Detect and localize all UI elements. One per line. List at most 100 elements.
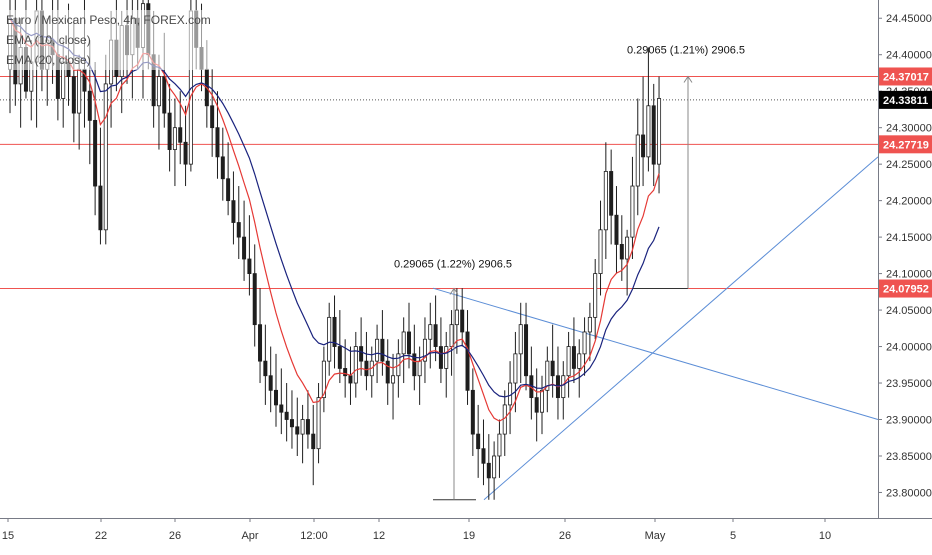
price-levels-layer (0, 76, 878, 288)
candle-body (487, 463, 490, 478)
candle-body (242, 237, 245, 259)
time-tick-label: May (645, 530, 666, 542)
time-tick-label: 22 (95, 530, 107, 542)
time-tick-label: 5 (730, 530, 736, 542)
measurement-layer: 0.29065 (1.22%) 2906.5 0.29065 (1.21%) 29… (394, 44, 745, 499)
candle-body (365, 361, 368, 376)
candle-body (253, 274, 256, 325)
candle-body (429, 325, 432, 340)
candle-body (562, 376, 565, 398)
price-tick-label: 24.00000 (886, 342, 932, 354)
level-label-support: 24.07952 (883, 284, 929, 296)
candle-body (184, 142, 187, 164)
candle-body (631, 186, 634, 237)
candle-body (290, 420, 293, 427)
time-tick-label: 15 (2, 530, 14, 542)
time-tick-label: 26 (169, 530, 181, 542)
candle-body (237, 223, 240, 238)
candle-body (216, 128, 219, 157)
candle-body (647, 106, 650, 157)
candle-body (445, 347, 448, 369)
candle-body (418, 361, 421, 376)
time-axis[interactable]: 15 22 26 Apr 12:00 12 19 26 May 5 10 (0, 518, 932, 550)
candle-body (375, 339, 378, 361)
candle-body (439, 347, 442, 369)
candle-body (386, 361, 389, 383)
candle-body (604, 171, 607, 229)
candle-body (471, 390, 474, 434)
candle-body (578, 354, 581, 369)
current-price-label: 24.33811 (883, 95, 928, 107)
candle-body (232, 201, 235, 223)
candle-body (173, 128, 176, 150)
chart-legend: Euro / Mexican Peso, 4h, FOREX.com EMA (… (6, 10, 211, 70)
candle-body (519, 325, 522, 354)
price-tick-label: 24.20000 (886, 196, 932, 208)
candle-body (317, 398, 320, 449)
candle-body (285, 412, 288, 419)
candle-body (466, 332, 469, 390)
candle-body (461, 310, 464, 332)
candle-body (264, 361, 267, 376)
candle-body (344, 368, 347, 375)
candle-body (583, 332, 586, 354)
candle-body (274, 390, 277, 405)
candle-body (99, 186, 102, 230)
price-tick-label: 23.85000 (886, 451, 932, 463)
candle-body (503, 405, 506, 434)
candle-body (338, 347, 341, 369)
time-tick-label: 19 (463, 530, 475, 542)
candle-body (296, 427, 299, 434)
candle-body (610, 171, 613, 215)
candle-body (594, 274, 597, 318)
candle-body (455, 310, 458, 325)
candle-body (498, 434, 501, 456)
candle-body (78, 69, 81, 113)
candle-body (535, 398, 538, 413)
price-tick-label: 24.25000 (886, 159, 932, 171)
candle-body (211, 106, 214, 128)
time-tick-label: 12 (373, 530, 385, 542)
candle-body (620, 244, 623, 259)
candle-body (514, 354, 517, 383)
price-tick-label: 23.95000 (886, 378, 932, 390)
candle-body (88, 91, 91, 120)
price-tick-label: 24.15000 (886, 232, 932, 244)
candle-body (402, 332, 405, 354)
candle-body (179, 128, 182, 143)
candle-body (588, 317, 591, 332)
price-tick-label: 23.80000 (886, 487, 932, 499)
candle-body (104, 84, 107, 230)
time-tick-label: 12:00 (300, 530, 328, 542)
candle-body (524, 325, 527, 376)
candle-body (391, 376, 394, 383)
candle-body (567, 347, 570, 376)
candle-body (301, 420, 304, 435)
candle-body (360, 347, 363, 362)
candle-body (168, 113, 171, 149)
measure-label: 0.29065 (1.21%) 2906.5 (627, 44, 745, 56)
price-tick-label: 24.10000 (886, 269, 932, 281)
candle-body (349, 376, 352, 383)
price-tick-label: 24.05000 (886, 305, 932, 317)
measure-label: 0.29065 (1.22%) 2906.5 (394, 259, 512, 271)
ema-20-label[interactable]: EMA (20, close) (6, 50, 211, 70)
candle-body (157, 77, 160, 106)
chart-title: Euro / Mexican Peso, 4h, FOREX.com (6, 10, 211, 30)
candle-body (227, 179, 230, 201)
time-tick-label: 10 (819, 530, 831, 542)
ema-10-label[interactable]: EMA (10, close) (6, 30, 211, 50)
candle-body (72, 77, 75, 113)
candle-body (482, 449, 485, 464)
price-tick-label: 24.45000 (886, 13, 932, 25)
price-axis[interactable]: 23.80000 23.85000 23.90000 23.95000 24.00000… (878, 0, 932, 550)
trendline-ascending (484, 157, 878, 500)
candle-body (599, 230, 602, 274)
candle-body (636, 135, 639, 186)
candle-body (450, 325, 453, 347)
candle-body (540, 390, 543, 412)
time-tick-label: 26 (559, 530, 571, 542)
candle-body (94, 120, 97, 186)
